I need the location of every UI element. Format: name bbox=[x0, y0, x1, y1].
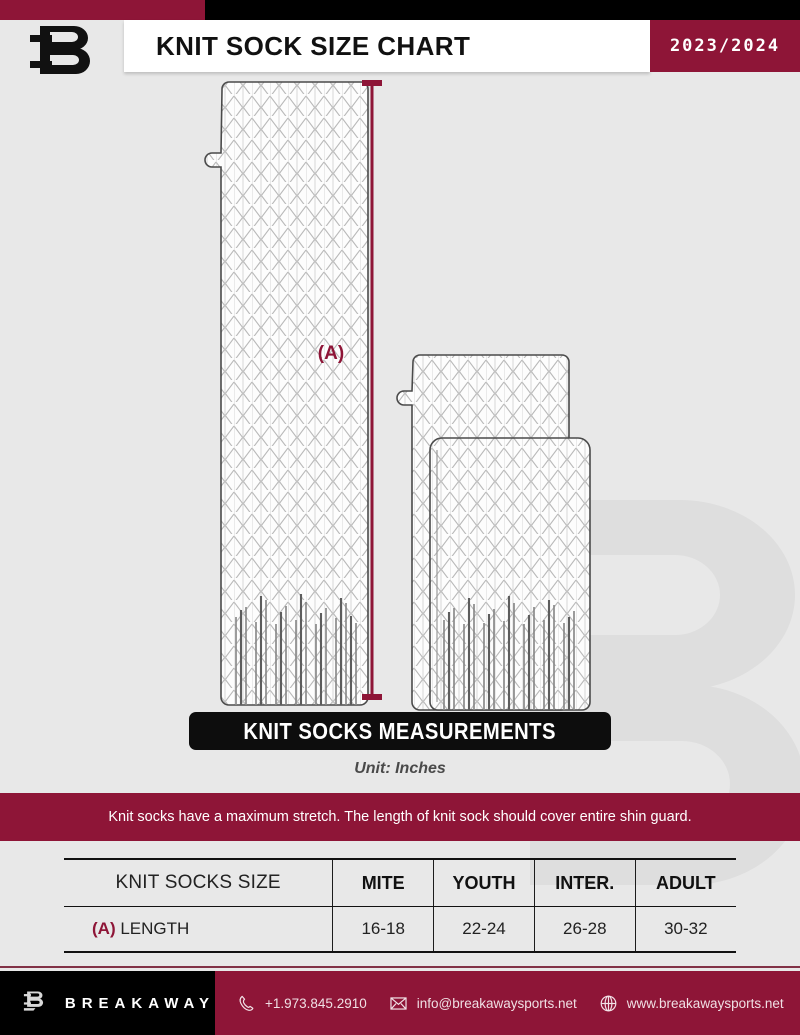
adult-knit-sock bbox=[204, 81, 369, 706]
footer-contacts: +1.973.845.2910 info@breakawaysports.net bbox=[215, 971, 800, 1035]
title-bar: KNIT SOCK SIZE CHART bbox=[124, 20, 650, 72]
breakaway-b-logo-icon bbox=[30, 26, 90, 74]
table-header-size: KNIT SOCKS SIZE bbox=[64, 858, 334, 907]
table-header-row: KNIT SOCKS SIZE MITE YOUTH INTER. ADULT bbox=[64, 858, 736, 907]
top-strip-accent bbox=[0, 0, 205, 20]
footer-hairline bbox=[0, 966, 800, 968]
measurements-caption-pill: KNIT SOCKS MEASUREMENTS bbox=[189, 712, 611, 750]
measure-label-a: (A) bbox=[318, 343, 344, 364]
youth-knit-sock bbox=[429, 437, 591, 711]
row-label-text: LENGTH bbox=[120, 919, 190, 938]
envelope-icon bbox=[390, 996, 407, 1010]
measurements-caption-text: KNIT SOCKS MEASUREMENTS bbox=[243, 717, 557, 744]
stretch-note-band: Knit socks have a maximum stretch. The l… bbox=[0, 793, 800, 841]
footer-brand-word: BREAKAWAY bbox=[64, 994, 215, 1012]
page-footer: BREAKAWAY +1.973.845.2910 info@breakaway… bbox=[0, 971, 800, 1035]
row-label-length: (A) LENGTH bbox=[64, 906, 334, 953]
cell-mite-length: 16-18 bbox=[332, 906, 435, 953]
footer-phone-text: +1.973.845.2910 bbox=[265, 995, 367, 1011]
footer-contact-website[interactable]: www.breakawaysports.net bbox=[599, 994, 784, 1013]
footer-brand-block: BREAKAWAY bbox=[0, 971, 215, 1035]
table-header-youth: YOUTH bbox=[433, 858, 535, 907]
phone-icon bbox=[239, 995, 254, 1011]
vertical-dimension-line bbox=[362, 80, 382, 700]
table-header-adult: ADULT bbox=[634, 858, 736, 907]
table-header-mite: MITE bbox=[332, 858, 435, 907]
page-title: KNIT SOCK SIZE CHART bbox=[156, 30, 471, 61]
cell-adult-length: 30-32 bbox=[634, 906, 736, 953]
table-header-inter: INTER. bbox=[533, 858, 636, 907]
stretch-note-text: Knit socks have a maximum stretch. The l… bbox=[108, 808, 692, 825]
year-badge: 2023/2024 bbox=[650, 20, 800, 72]
size-table: KNIT SOCKS SIZE MITE YOUTH INTER. ADULT … bbox=[64, 858, 736, 953]
sock-illustration: (A) bbox=[204, 80, 591, 711]
footer-website-text: www.breakawaysports.net bbox=[626, 995, 784, 1011]
page-header: KNIT SOCK SIZE CHART 2023/2024 bbox=[0, 20, 800, 74]
row-marker-a: (A) bbox=[92, 919, 116, 938]
globe-icon bbox=[600, 995, 617, 1011]
footer-email-text: info@breakawaysports.net bbox=[416, 995, 577, 1011]
footer-contact-phone[interactable]: +1.973.845.2910 bbox=[237, 994, 367, 1013]
cell-youth-length: 22-24 bbox=[433, 906, 535, 953]
breakaway-b-logo-icon-footer bbox=[23, 991, 44, 1011]
adult-sock-ribbing bbox=[235, 594, 357, 705]
footer-contact-email[interactable]: info@breakawaysports.net bbox=[389, 994, 577, 1013]
size-table-wrapper: KNIT SOCKS SIZE MITE YOUTH INTER. ADULT … bbox=[64, 858, 736, 953]
cell-inter-length: 26-28 bbox=[533, 906, 636, 953]
table-row: (A) LENGTH 16-18 22-24 26-28 30-32 bbox=[64, 906, 736, 953]
unit-label: Unit: Inches bbox=[354, 760, 446, 777]
youth-sock-ribbing bbox=[443, 596, 575, 710]
